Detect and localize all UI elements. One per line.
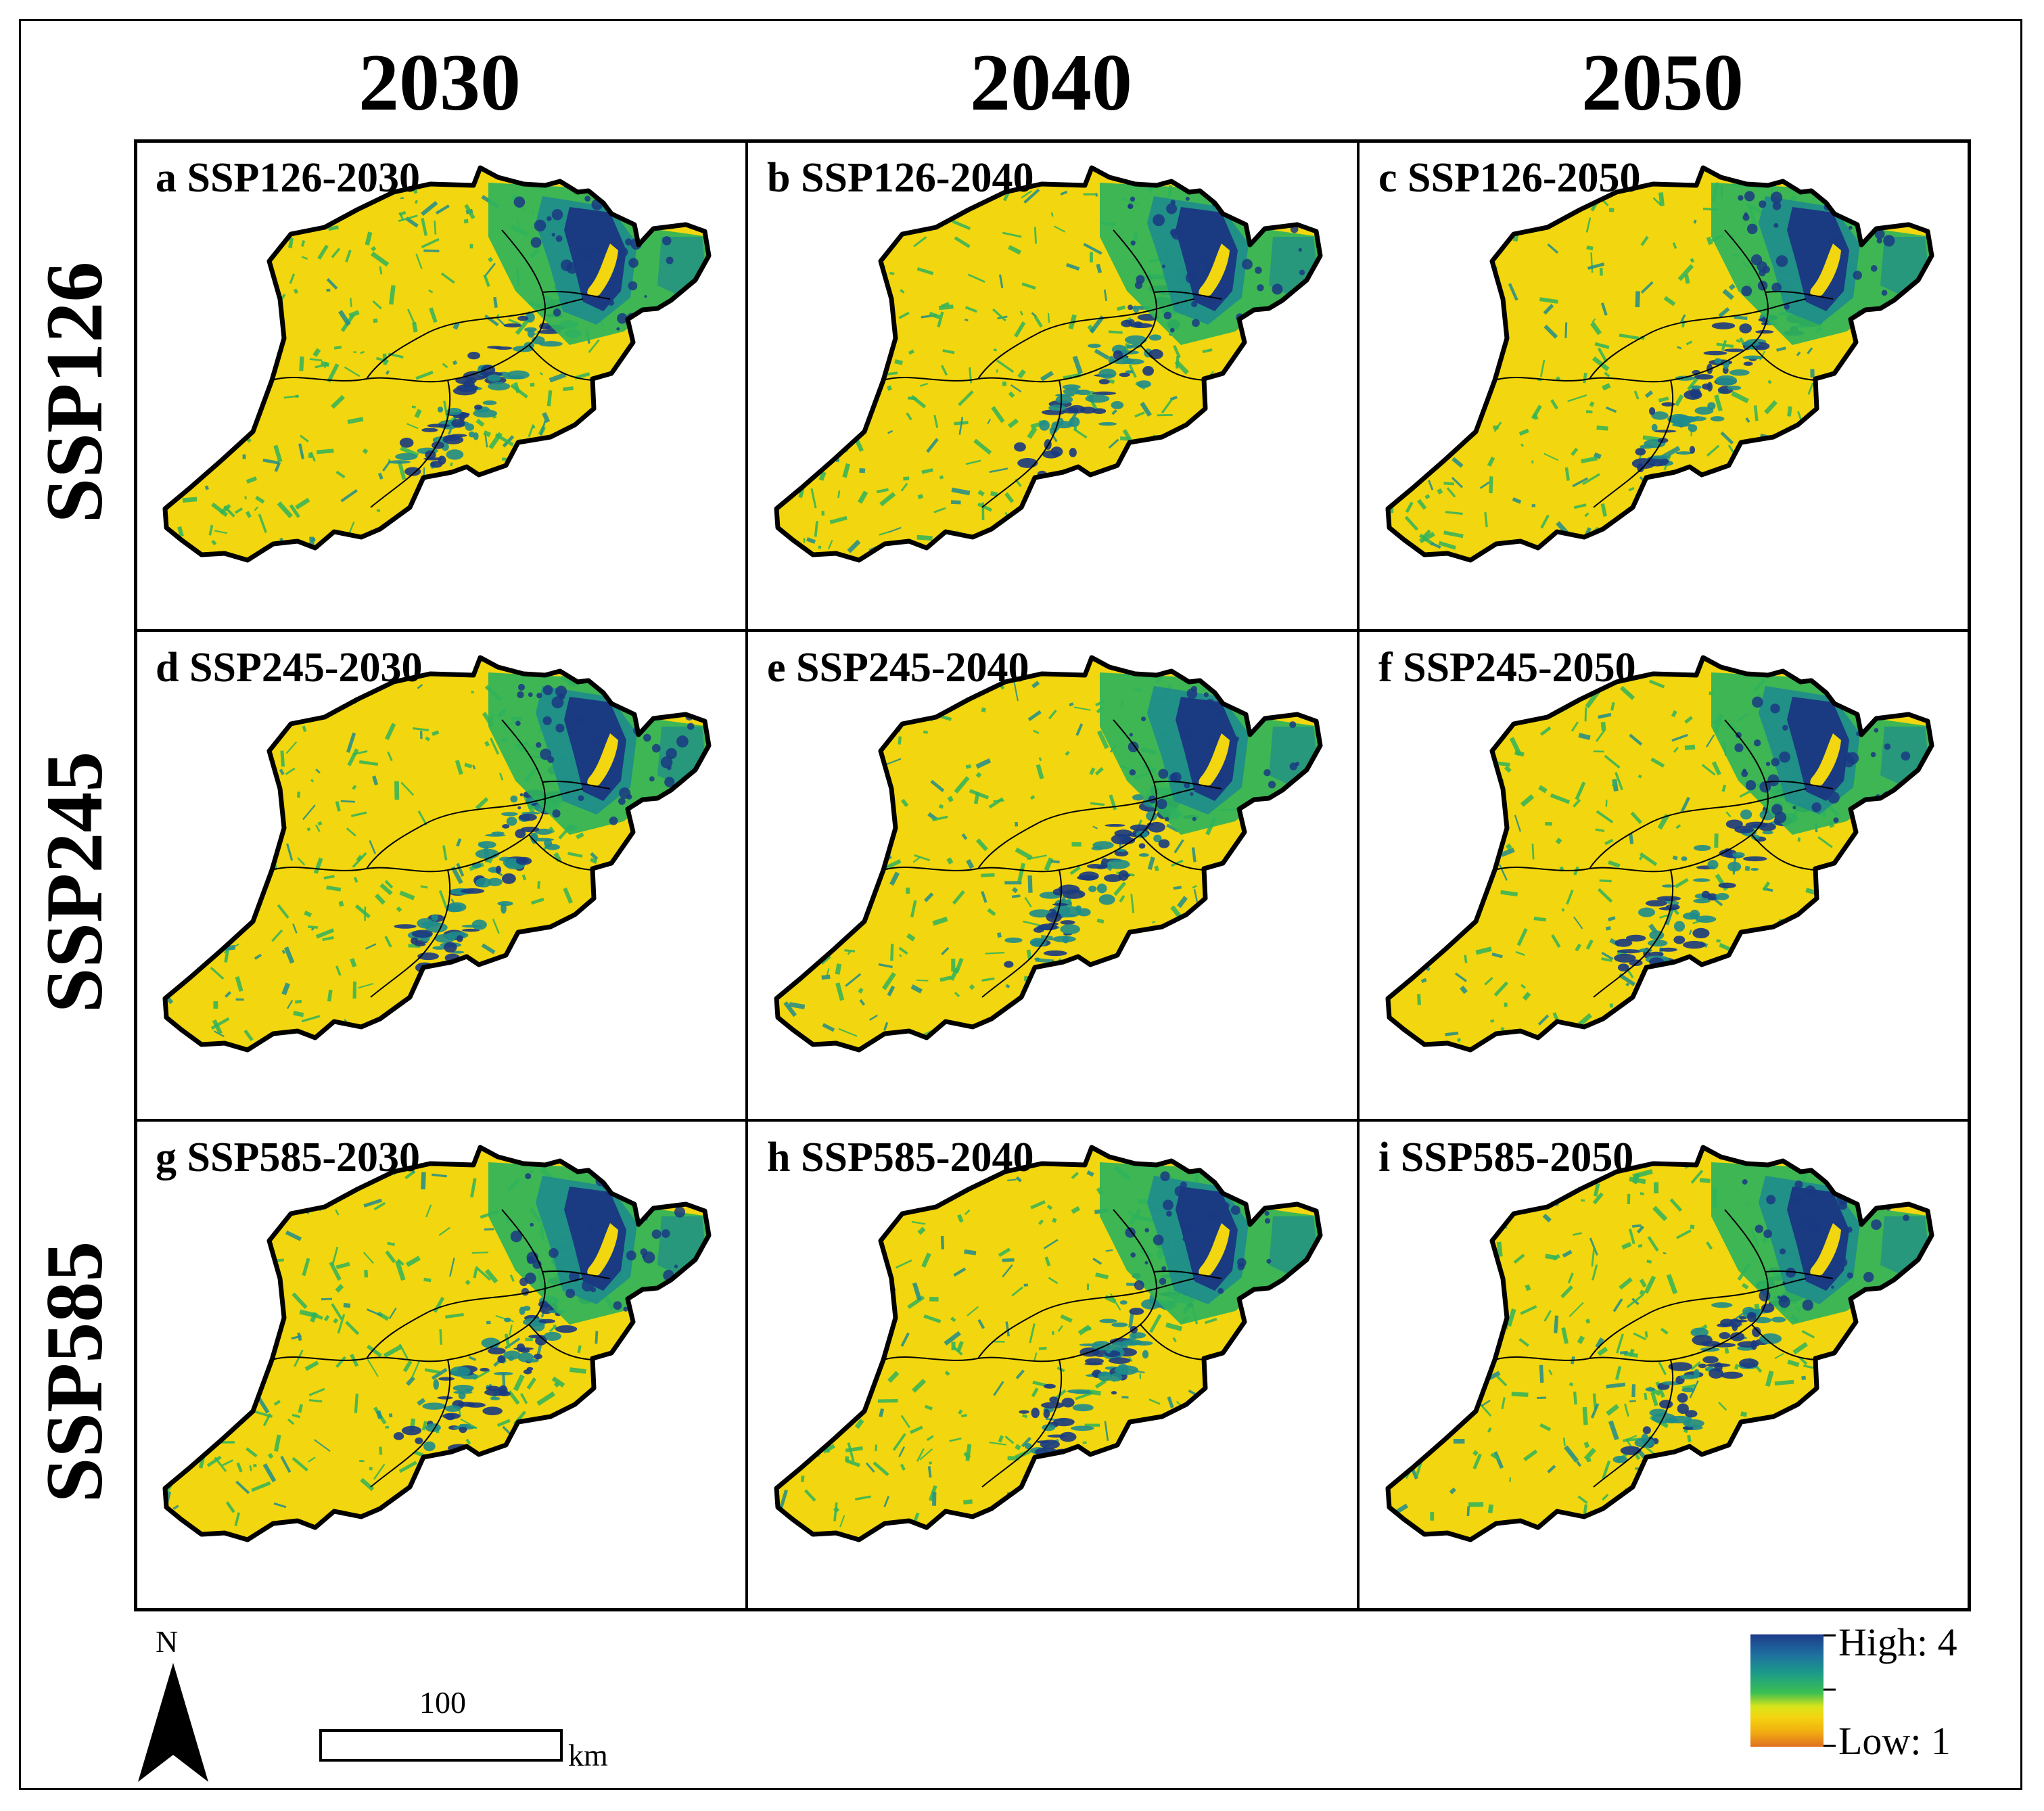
region-map (774, 165, 1323, 563)
scale-bar-value: 100 (419, 1685, 466, 1720)
map-panel-g: g SSP585-2030 (135, 1120, 747, 1610)
row-header-ssp585: SSP585 (29, 1241, 119, 1503)
figure-frame (19, 19, 2022, 1790)
panel-label: h SSP585-2040 (767, 1134, 1034, 1180)
legend-low-label: Low: 1 (1838, 1719, 1951, 1763)
map-panel-d: d SSP245-2030 (135, 631, 747, 1120)
map-panel-a: a SSP126-2030 (135, 141, 747, 631)
panel-label: b SSP126-2040 (767, 155, 1034, 201)
panel-label: a SSP126-2030 (156, 155, 420, 201)
legend-color-ramp (1750, 1634, 1824, 1747)
panel-label: g SSP585-2030 (156, 1134, 420, 1180)
column-header-2040: 2040 (970, 37, 1132, 127)
column-header-2050: 2050 (1581, 37, 1744, 127)
region-map (1385, 165, 1934, 563)
region-map (1385, 1145, 1934, 1542)
map-panel-h: h SSP585-2040 (747, 1120, 1358, 1610)
legend-tick-mid (1824, 1689, 1836, 1691)
row-header-ssp245: SSP245 (29, 751, 119, 1013)
north-arrow-icon (138, 1663, 208, 1782)
panel-label: f SSP245-2050 (1378, 645, 1636, 691)
region-map (774, 1145, 1323, 1542)
region-map (162, 655, 712, 1053)
panel-label: e SSP245-2040 (767, 645, 1029, 691)
region-map (162, 1145, 712, 1542)
region-map (162, 165, 712, 563)
legend-tick-low (1824, 1745, 1836, 1747)
region-map (774, 655, 1323, 1053)
panel-label: c SSP126-2050 (1378, 155, 1641, 201)
region-map (1385, 655, 1934, 1053)
scale-bar (319, 1729, 563, 1762)
column-header-2030: 2030 (358, 37, 521, 127)
map-panel-b: b SSP126-2040 (747, 141, 1358, 631)
legend-high-label: High: 4 (1838, 1620, 1957, 1664)
legend-tick-high (1824, 1634, 1836, 1636)
row-header-ssp126: SSP126 (29, 261, 119, 524)
map-panel-i: i SSP585-2050 (1358, 1120, 1970, 1610)
map-panel-f: f SSP245-2050 (1358, 631, 1970, 1120)
map-panel-e: e SSP245-2040 (747, 631, 1358, 1120)
panel-label: d SSP245-2030 (156, 645, 423, 691)
scale-bar-unit: km (568, 1738, 608, 1772)
map-panel-c: c SSP126-2050 (1358, 141, 1970, 631)
panel-label: i SSP585-2050 (1378, 1134, 1634, 1180)
north-letter: N (156, 1624, 179, 1659)
